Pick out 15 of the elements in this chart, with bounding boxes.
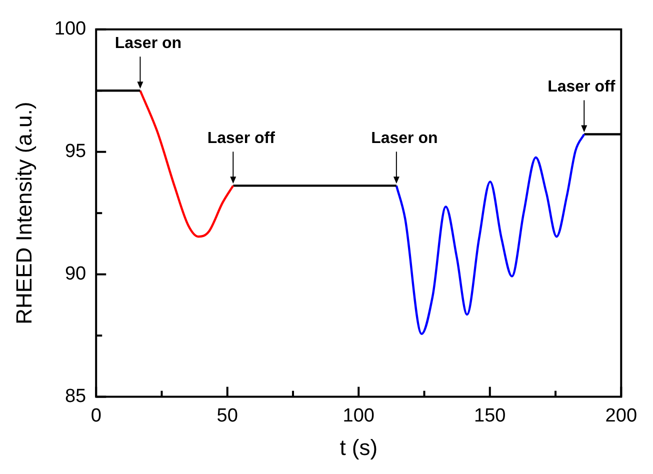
annotation: Laser on bbox=[114, 35, 182, 52]
y-tick-label: 95 bbox=[64, 141, 86, 162]
x-tick-label: 100 bbox=[342, 405, 374, 426]
x-tick-label: 0 bbox=[90, 405, 102, 426]
x-axis-title: t (s) bbox=[340, 434, 378, 460]
annotation: Laser off bbox=[548, 78, 616, 96]
y-axis-title: RHEED Intensity (a.u.) bbox=[11, 102, 36, 324]
x-tick-label: 150 bbox=[474, 405, 506, 426]
annotation: Laser on bbox=[371, 130, 438, 148]
y-tick-label: 90 bbox=[64, 264, 86, 285]
y-tick-label: 100 bbox=[54, 18, 86, 40]
annotation: Laser off bbox=[207, 130, 276, 148]
x-tick-label: 200 bbox=[605, 405, 637, 426]
x-tick-label: 50 bbox=[216, 405, 238, 426]
y-tick-label: 85 bbox=[64, 386, 86, 408]
